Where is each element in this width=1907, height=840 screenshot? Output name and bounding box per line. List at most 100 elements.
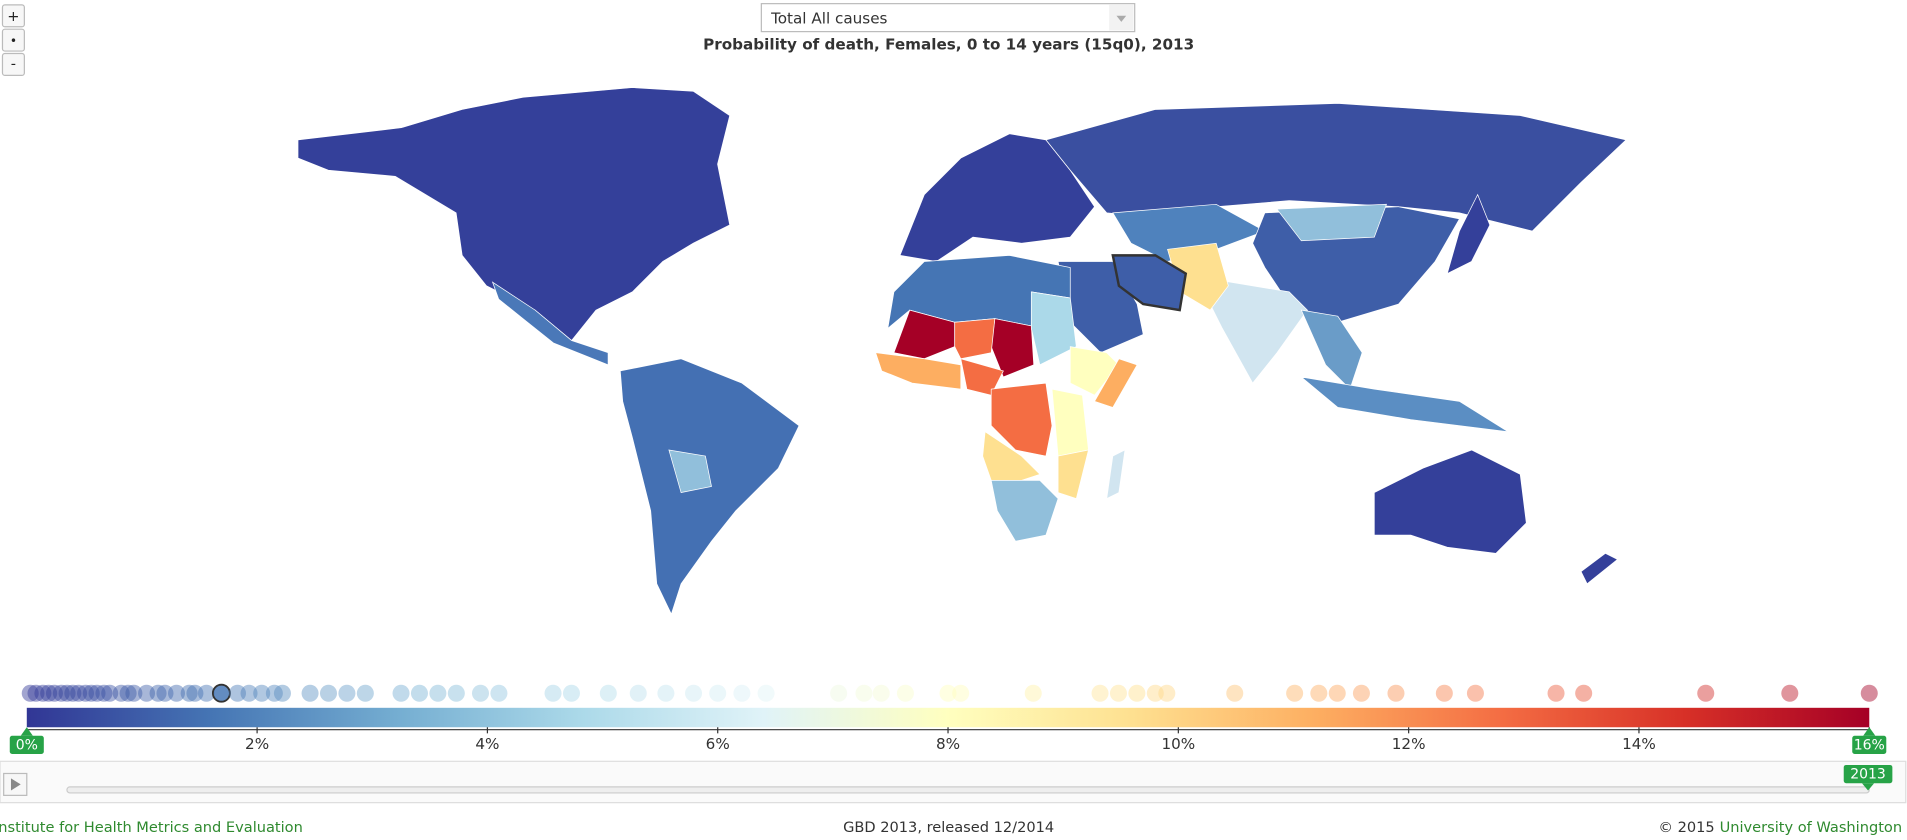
australia[interactable]: [1373, 449, 1527, 554]
country-dot[interactable]: [70, 684, 88, 702]
country-dot[interactable]: [1466, 684, 1484, 702]
country-dot[interactable]: [273, 684, 291, 702]
year-handle[interactable]: [1843, 764, 1893, 784]
country-dot[interactable]: [156, 684, 174, 702]
south-asia[interactable]: [1209, 279, 1308, 384]
country-dot[interactable]: [872, 684, 890, 702]
mozambique[interactable]: [1057, 449, 1089, 500]
dropdown-box[interactable]: [760, 3, 1136, 33]
country-dot[interactable]: [319, 684, 338, 702]
southern-africa[interactable]: [990, 480, 1059, 542]
country-dot[interactable]: [1352, 684, 1370, 702]
country-dot[interactable]: [1109, 684, 1127, 702]
country-dot[interactable]: [733, 684, 751, 702]
country-dot[interactable]: [1091, 684, 1109, 702]
country-dot[interactable]: [629, 684, 647, 702]
country-dot[interactable]: [544, 684, 562, 702]
country-dot[interactable]: [1286, 684, 1304, 702]
country-dot[interactable]: [1435, 684, 1453, 702]
central-america[interactable]: [491, 281, 609, 366]
west-africa[interactable]: [875, 352, 962, 390]
country-dot[interactable]: [112, 684, 130, 702]
uw-link[interactable]: University of Washington: [1720, 819, 1903, 836]
country-dot[interactable]: [186, 684, 204, 702]
indonesia[interactable]: [1300, 376, 1509, 433]
year-slider-track[interactable]: [66, 786, 1870, 794]
chad[interactable]: [990, 318, 1035, 378]
zoom-reset-button[interactable]: [1, 28, 25, 52]
country-dot[interactable]: [757, 684, 775, 702]
niger[interactable]: [954, 318, 996, 360]
country-dot[interactable]: [138, 684, 156, 702]
country-dot[interactable]: [40, 684, 58, 702]
country-dot[interactable]: [709, 684, 727, 702]
country-dot[interactable]: [82, 684, 100, 702]
country-dot[interactable]: [34, 684, 52, 702]
southeast-asia[interactable]: [1300, 309, 1363, 390]
mali[interactable]: [893, 309, 956, 360]
country-dot[interactable]: [180, 684, 198, 702]
country-dot[interactable]: [939, 684, 957, 702]
east-africa[interactable]: [1051, 388, 1089, 457]
north-america[interactable]: [297, 87, 731, 342]
country-dot[interactable]: [125, 684, 143, 702]
country-dot[interactable]: [855, 684, 873, 702]
iran-selected[interactable]: [1111, 254, 1188, 312]
country-dot[interactable]: [1387, 684, 1405, 702]
country-dot[interactable]: [338, 684, 356, 702]
country-dot[interactable]: [1226, 684, 1244, 702]
country-dot[interactable]: [1128, 684, 1146, 702]
country-dot[interactable]: [119, 684, 137, 702]
country-dot[interactable]: [562, 684, 580, 702]
mongolia[interactable]: [1276, 203, 1387, 242]
country-dot[interactable]: [471, 684, 490, 702]
country-dot[interactable]: [657, 684, 675, 702]
congo[interactable]: [990, 382, 1053, 457]
country-dot[interactable]: [27, 684, 45, 702]
country-dot[interactable]: [301, 684, 319, 702]
country-dot[interactable]: [253, 684, 271, 702]
country-dot[interactable]: [45, 684, 63, 702]
country-dot[interactable]: [1310, 684, 1328, 702]
country-dot[interactable]: [240, 684, 258, 702]
country-dot[interactable]: [95, 684, 113, 702]
country-dot[interactable]: [21, 684, 39, 702]
somalia[interactable]: [1094, 358, 1138, 408]
country-dot[interactable]: [1024, 684, 1042, 702]
country-dot[interactable]: [447, 684, 465, 702]
japan[interactable]: [1446, 193, 1491, 275]
madagascar[interactable]: [1106, 449, 1126, 500]
country-dot[interactable]: [490, 684, 508, 702]
country-dot[interactable]: [410, 684, 428, 702]
country-dot[interactable]: [52, 684, 70, 702]
country-dot[interactable]: [1860, 684, 1878, 702]
country-dot[interactable]: [429, 684, 447, 702]
europe[interactable]: [899, 133, 1096, 262]
country-dot[interactable]: [101, 684, 119, 702]
country-dot[interactable]: [1575, 684, 1593, 702]
country-dot[interactable]: [149, 684, 167, 702]
country-dot[interactable]: [64, 684, 82, 702]
country-dot[interactable]: [356, 684, 374, 702]
country-dot[interactable]: [1146, 684, 1164, 702]
zoom-out-button[interactable]: [1, 52, 25, 77]
range-handle[interactable]: 16%: [1852, 727, 1887, 755]
country-dot[interactable]: [88, 684, 106, 702]
cause-dropdown[interactable]: Total All causes: [760, 3, 1136, 33]
country-dot[interactable]: [599, 684, 617, 702]
country-dot[interactable]: [58, 684, 76, 702]
sudan[interactable]: [1030, 291, 1077, 366]
country-dot[interactable]: [896, 684, 914, 702]
country-dot[interactable]: [265, 684, 283, 702]
range-handle[interactable]: 0%: [9, 727, 44, 755]
new-zealand[interactable]: [1580, 552, 1619, 585]
country-dot[interactable]: [1547, 684, 1565, 702]
country-dot[interactable]: [197, 684, 215, 702]
country-dot[interactable]: [1781, 684, 1799, 702]
country-dot[interactable]: [685, 684, 703, 702]
country-dot[interactable]: [830, 684, 848, 702]
country-dot[interactable]: [77, 684, 95, 702]
bolivia[interactable]: [668, 449, 712, 493]
country-dot[interactable]: [1697, 684, 1715, 702]
country-dot[interactable]: [952, 684, 970, 702]
